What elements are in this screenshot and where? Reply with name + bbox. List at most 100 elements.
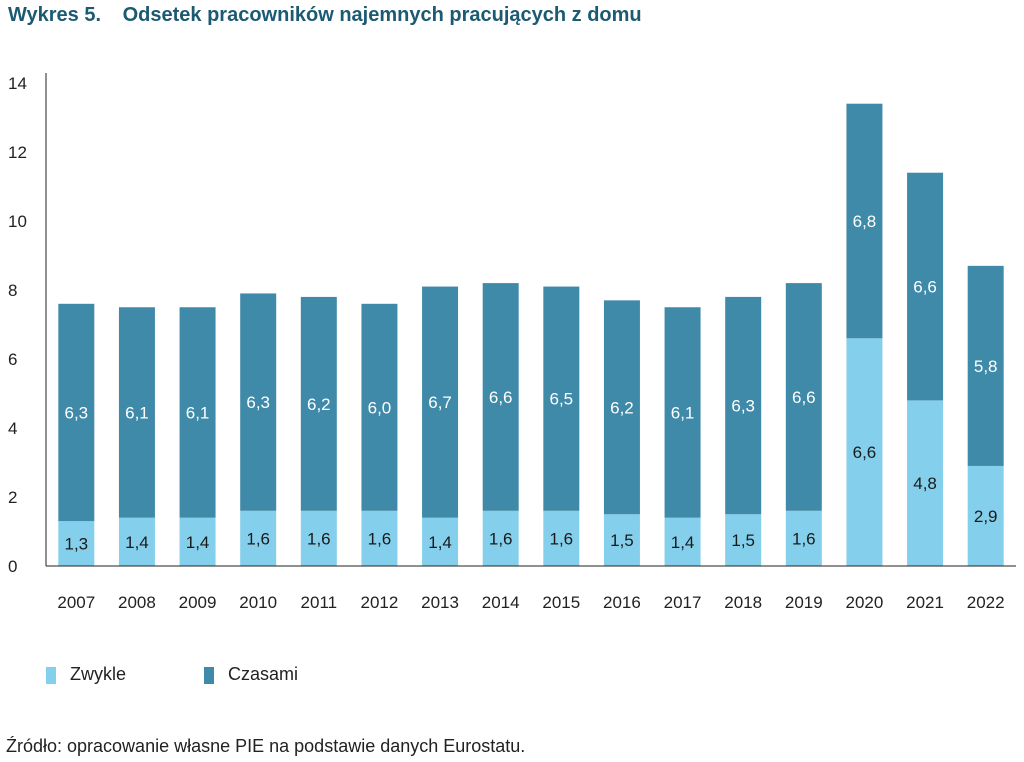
bar-czasami-2014 <box>482 283 519 511</box>
bar-zwykle-2011 <box>300 510 337 566</box>
figure-number: Wykres 5. <box>8 4 102 26</box>
data-label-czasami-2008: 6,1 <box>125 403 149 422</box>
data-label-czasami-2016: 6,2 <box>610 398 634 417</box>
data-label-zwykle-2017: 1,4 <box>671 533 695 552</box>
y-tick-label: 8 <box>8 281 17 300</box>
x-tick-label: 2022 <box>967 593 1005 612</box>
bar-zwykle-2007 <box>58 521 95 566</box>
chart-title: Wykres 5. Odsetek pracowników najemnych … <box>8 4 642 27</box>
bar-czasami-2007 <box>58 303 95 522</box>
data-label-czasami-2011: 6,2 <box>307 395 331 414</box>
x-tick-label: 2014 <box>482 593 520 612</box>
data-label-zwykle-2013: 1,4 <box>428 533 452 552</box>
data-label-zwykle-2010: 1,6 <box>246 529 270 548</box>
data-label-zwykle-2012: 1,6 <box>368 529 392 548</box>
bar-czasami-2020 <box>846 103 883 339</box>
stacked-bar-chart: 0 2 4 6 8 10 12 14 1,3 6,3 1,4 6,1 1,4 6,1 1,6 6,3 1,6 6… <box>8 73 1016 612</box>
x-tick-label: 2012 <box>361 593 399 612</box>
y-tick-label: 0 <box>8 557 17 576</box>
data-label-zwykle-2018: 1,5 <box>731 531 755 550</box>
y-tick-label: 6 <box>8 350 17 369</box>
data-label-zwykle-2009: 1,4 <box>186 533 210 552</box>
x-tick-label: 2008 <box>118 593 156 612</box>
legend-label-zwykle: Zwykle <box>70 664 127 684</box>
x-tick-label: 2015 <box>542 593 580 612</box>
y-tick-label: 14 <box>8 74 27 93</box>
data-label-zwykle-2015: 1,6 <box>549 529 573 548</box>
data-label-zwykle-2007: 1,3 <box>64 535 88 554</box>
bars: 1,3 6,3 1,4 6,1 1,4 6,1 1,6 6,3 1,6 6,2 1,6 6,0 1,4 6… <box>58 103 1004 566</box>
bar-zwykle-2016 <box>603 514 640 566</box>
source-note: Źródło: opracowanie własne PIE na podsta… <box>6 736 526 756</box>
bar-czasami-2018 <box>725 296 762 515</box>
bar-zwykle-2018 <box>725 514 762 566</box>
bar-czasami-2013 <box>422 286 459 518</box>
bar-czasami-2022 <box>967 265 1004 466</box>
legend-label-czasami: Czasami <box>228 664 299 684</box>
data-label-zwykle-2022: 2,9 <box>974 507 998 526</box>
bar-czasami-2010 <box>240 293 277 511</box>
data-label-zwykle-2019: 1,6 <box>792 529 816 548</box>
data-label-zwykle-2021: 4,8 <box>913 474 937 493</box>
data-label-zwykle-2020: 6,6 <box>853 443 877 462</box>
bar-zwykle-2021 <box>907 400 944 566</box>
data-label-zwykle-2014: 1,6 <box>489 529 513 548</box>
bar-zwykle-2014 <box>482 510 519 566</box>
y-tick-label: 12 <box>8 143 27 162</box>
bar-zwykle-2013 <box>422 517 459 566</box>
data-label-czasami-2012: 6,0 <box>368 398 392 417</box>
bar-czasami-2021 <box>907 172 944 401</box>
x-tick-label: 2007 <box>57 593 95 612</box>
x-tick-label: 2020 <box>846 593 884 612</box>
bar-zwykle-2022 <box>967 465 1004 566</box>
x-axis: 2007 2008 2009 2010 2011 2012 2013 2014 2015 2016… <box>46 565 1016 612</box>
bar-czasami-2016 <box>603 300 640 515</box>
bar-zwykle-2008 <box>118 517 155 566</box>
x-tick-label: 2021 <box>906 593 944 612</box>
data-label-czasami-2018: 6,3 <box>731 397 755 416</box>
data-label-czasami-2014: 6,6 <box>489 388 513 407</box>
data-label-czasami-2020: 6,8 <box>853 212 877 231</box>
legend-swatch-zwykle <box>46 667 56 684</box>
bar-czasami-2017 <box>664 307 701 518</box>
legend-swatch-czasami <box>204 667 214 684</box>
x-tick-label: 2018 <box>724 593 762 612</box>
x-tick-label: 2009 <box>179 593 217 612</box>
data-label-czasami-2021: 6,6 <box>913 278 937 297</box>
data-label-zwykle-2011: 1,6 <box>307 529 331 548</box>
x-tick-label: 2011 <box>301 593 338 612</box>
bar-czasami-2019 <box>785 283 822 511</box>
bar-zwykle-2017 <box>664 517 701 566</box>
bar-zwykle-2020 <box>846 338 883 566</box>
bar-czasami-2015 <box>543 286 580 511</box>
y-axis: 0 2 4 6 8 10 12 14 <box>8 73 47 576</box>
bar-zwykle-2019 <box>785 510 822 566</box>
data-label-czasami-2009: 6,1 <box>186 403 210 422</box>
x-tick-label: 2019 <box>785 593 823 612</box>
x-tick-label: 2016 <box>603 593 641 612</box>
data-label-czasami-2013: 6,7 <box>428 393 452 412</box>
bar-czasami-2008 <box>118 307 155 518</box>
data-label-czasami-2022: 5,8 <box>974 357 998 376</box>
bar-czasami-2011 <box>300 296 337 511</box>
data-label-czasami-2019: 6,6 <box>792 388 816 407</box>
x-tick-label: 2010 <box>239 593 277 612</box>
figure-title: Odsetek pracowników najemnych pracującyc… <box>122 4 642 26</box>
data-label-zwykle-2008: 1,4 <box>125 533 149 552</box>
y-tick-label: 2 <box>8 488 17 507</box>
bar-czasami-2009 <box>179 307 216 518</box>
bar-zwykle-2009 <box>179 517 216 566</box>
data-label-czasami-2017: 6,1 <box>671 403 695 422</box>
bar-czasami-2012 <box>361 303 398 511</box>
data-label-czasami-2007: 6,3 <box>64 403 88 422</box>
x-tick-label: 2017 <box>664 593 702 612</box>
y-tick-label: 10 <box>8 212 27 231</box>
bar-zwykle-2012 <box>361 510 398 566</box>
data-label-czasami-2010: 6,3 <box>246 393 270 412</box>
bar-zwykle-2015 <box>543 510 580 566</box>
data-label-czasami-2015: 6,5 <box>549 390 573 409</box>
x-tick-label: 2013 <box>421 593 459 612</box>
y-tick-label: 4 <box>8 419 17 438</box>
data-label-zwykle-2016: 1,5 <box>610 531 634 550</box>
bar-zwykle-2010 <box>240 510 277 566</box>
